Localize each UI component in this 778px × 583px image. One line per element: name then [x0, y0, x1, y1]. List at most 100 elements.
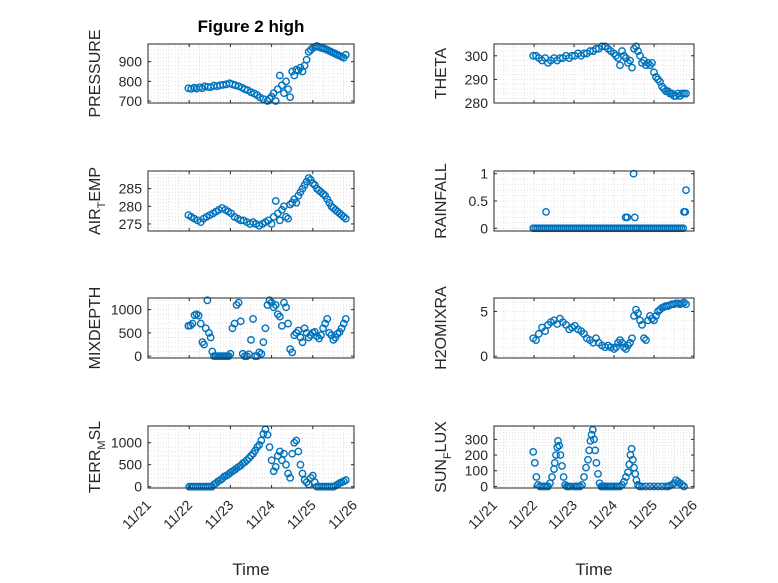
data-point: [290, 438, 299, 447]
y-tick-label: 285: [119, 181, 143, 197]
data-point: [259, 430, 268, 438]
data-point: [296, 460, 305, 469]
data-point: [296, 63, 305, 72]
y-tick-label: 700: [119, 93, 143, 109]
data-point: [242, 352, 251, 361]
y-tick-label: 100: [465, 463, 489, 479]
y-axis-label: THETA: [433, 48, 450, 100]
data-point: [642, 482, 650, 491]
data-point: [205, 328, 213, 337]
data-point: [282, 303, 290, 312]
data-point: [626, 56, 634, 65]
data-point: [300, 324, 309, 333]
data-point: [529, 447, 538, 456]
data-point: [280, 449, 288, 458]
y-axis-label-subscript: M: [96, 440, 108, 449]
data-point: [616, 61, 624, 70]
data-point: [269, 89, 278, 98]
y-tick-label: 800: [119, 73, 143, 89]
data-point: [555, 441, 564, 450]
data-point: [203, 296, 212, 305]
data-point: [339, 212, 348, 221]
subplot-h2omixra: 0 5 H2OMIXRA: [433, 286, 695, 370]
data-point: [188, 319, 197, 328]
data-point: [319, 324, 327, 333]
data-point: [532, 473, 541, 481]
data-point: [682, 300, 690, 309]
data-point: [271, 97, 280, 105]
data-point: [634, 309, 642, 318]
data-point: [263, 430, 272, 439]
data-point: [680, 298, 688, 307]
data-point: [612, 343, 620, 352]
series-markers: [529, 42, 690, 100]
data-point: [304, 174, 313, 182]
y-axis-label-tail: EMP: [87, 167, 104, 202]
data-point: [271, 197, 280, 205]
data-point: [576, 482, 584, 491]
series-markers: [184, 174, 350, 230]
data-point: [634, 47, 642, 55]
data-point: [302, 478, 311, 487]
data-point: [265, 443, 274, 452]
data-point: [186, 321, 195, 330]
data-point: [284, 85, 292, 94]
data-point: [253, 443, 262, 452]
y-axis-label-main: TERR: [87, 450, 104, 494]
data-point: [559, 473, 568, 481]
data-point: [542, 208, 550, 216]
y-tick-label: 280: [465, 95, 489, 111]
subplot-pressure: 700 800 900 PRESSURE Figure 2 high: [87, 17, 355, 118]
axes-box: [147, 297, 355, 359]
data-point: [622, 54, 630, 63]
y-tick-label: 0: [134, 479, 142, 495]
data-point: [257, 349, 266, 358]
data-point: [292, 436, 301, 445]
data-point: [277, 456, 286, 465]
y-axis-label: H2OMIXRA: [433, 286, 450, 370]
axes-box: [493, 170, 695, 232]
data-point: [626, 338, 634, 347]
data-point: [337, 324, 346, 333]
data-point: [313, 332, 321, 341]
y-tick-label: 280: [119, 198, 143, 214]
data-point: [339, 319, 348, 328]
data-point: [310, 328, 319, 336]
data-point: [288, 348, 297, 357]
y-axis-label: MIXDEPTH: [87, 287, 104, 370]
y-tick-label: 500: [119, 325, 143, 341]
y-axis-label: TERRMSL: [87, 421, 108, 493]
data-point: [681, 208, 690, 216]
data-point: [282, 77, 290, 86]
axes-box: [493, 43, 695, 104]
data-point: [341, 315, 350, 323]
subplot-rainfall: 0 0.5 1 RAINFALL: [433, 163, 695, 239]
data-point: [532, 336, 540, 344]
data-point: [242, 456, 251, 465]
data-point: [584, 455, 592, 464]
data-point: [321, 319, 330, 328]
subplot-mixdepth: 0 500 1000 MIXDEPTH: [87, 287, 355, 370]
data-point: [534, 329, 543, 338]
y-tick-label: 0: [480, 348, 488, 364]
data-point: [319, 190, 327, 198]
y-tick-label: 300: [465, 48, 489, 64]
data-point: [592, 458, 601, 467]
data-point: [630, 213, 639, 222]
data-point: [640, 56, 648, 65]
data-point: [228, 324, 237, 333]
y-axis-label-subscript: F: [442, 452, 454, 459]
data-point: [240, 458, 249, 466]
y-tick-label: 1000: [111, 435, 142, 451]
data-point: [298, 469, 307, 478]
data-point: [275, 71, 284, 80]
data-point: [296, 333, 305, 342]
y-tick-label: 0: [480, 478, 488, 494]
y-axis-label-main: SUN: [433, 459, 450, 493]
data-point: [582, 463, 590, 472]
data-point: [298, 338, 307, 347]
data-point: [317, 331, 325, 340]
data-point: [271, 301, 280, 309]
data-point: [554, 437, 562, 445]
data-point: [646, 482, 654, 491]
